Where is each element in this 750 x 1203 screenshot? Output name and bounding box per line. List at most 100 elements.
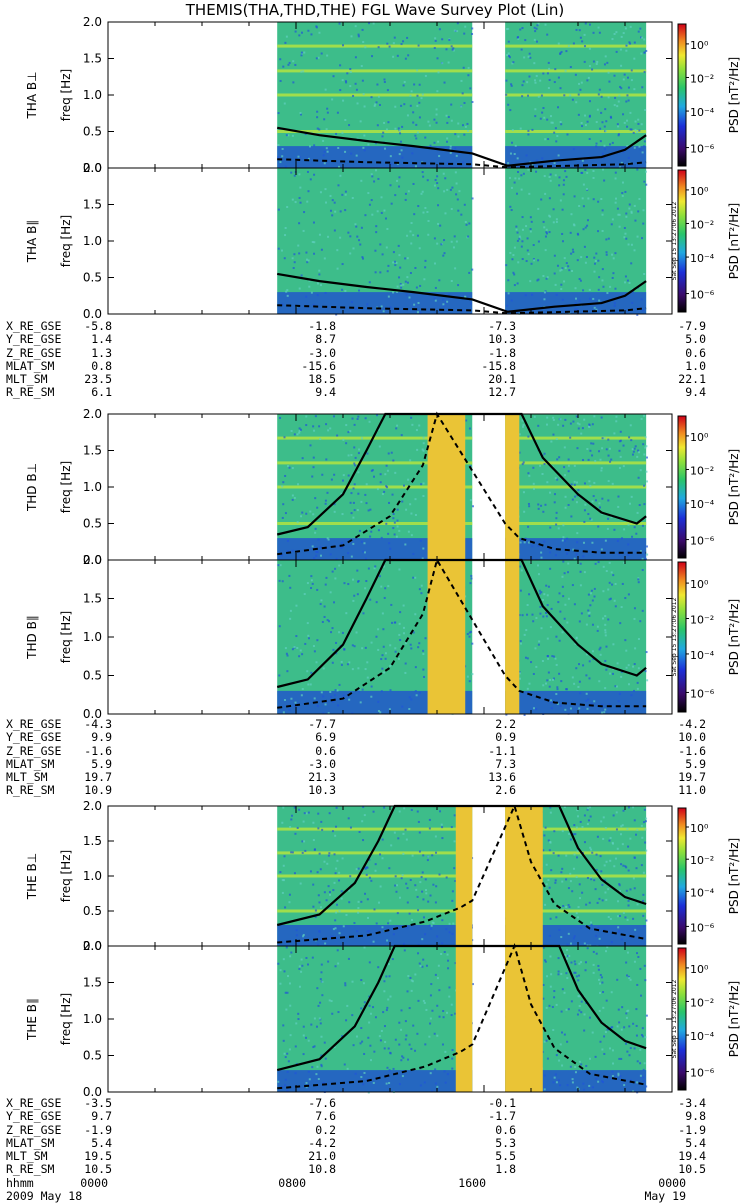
noise-speck	[615, 811, 618, 814]
noise-speck	[313, 1045, 316, 1048]
harmonic-line	[277, 44, 473, 48]
ephemeris-value: -15.6	[301, 358, 336, 373]
noise-speck	[338, 910, 341, 913]
noise-speck	[457, 209, 460, 212]
noise-speck	[298, 431, 301, 434]
noise-speck	[370, 879, 373, 882]
noise-speck	[583, 482, 586, 485]
noise-speck	[354, 25, 357, 28]
noise-speck	[327, 538, 330, 541]
noise-speck	[279, 969, 282, 972]
noise-speck	[604, 1031, 607, 1034]
noise-speck	[433, 237, 436, 240]
noise-speck	[283, 102, 286, 105]
noise-speck	[418, 850, 421, 853]
noise-speck	[601, 213, 604, 216]
noise-speck	[594, 260, 597, 263]
noise-speck	[288, 466, 291, 469]
noise-speck	[560, 123, 563, 126]
noise-speck	[357, 471, 360, 474]
noise-speck	[354, 56, 357, 59]
plot-title: THEMIS(THA,THD,THE) FGL Wave Survey Plot…	[185, 1, 565, 19]
noise-speck	[625, 237, 628, 240]
noise-speck	[368, 203, 371, 206]
noise-speck	[366, 930, 369, 933]
noise-speck	[548, 78, 551, 81]
noise-speck	[551, 655, 554, 658]
noise-speck	[372, 1081, 375, 1084]
noise-speck	[290, 171, 293, 174]
noise-speck	[422, 175, 425, 178]
noise-speck	[309, 444, 312, 447]
noise-speck	[284, 906, 287, 909]
ephemeris-value: 5.0	[685, 332, 706, 347]
noise-speck	[576, 259, 579, 262]
noise-speck	[365, 866, 368, 869]
noise-speck	[463, 203, 466, 206]
noise-speck	[372, 1006, 375, 1009]
noise-speck	[379, 711, 382, 714]
noise-speck	[340, 663, 343, 666]
noise-speck	[579, 562, 582, 565]
noise-speck	[396, 285, 399, 288]
noise-speck	[422, 916, 425, 919]
noise-speck	[610, 1026, 613, 1029]
noise-speck	[524, 656, 527, 659]
noise-speck	[295, 1022, 298, 1025]
noise-speck	[579, 897, 582, 900]
noise-speck	[529, 56, 532, 59]
colorbar-tick-label: 10⁻²	[690, 854, 714, 867]
noise-speck	[571, 1081, 574, 1084]
noise-speck	[347, 231, 350, 234]
noise-speck	[297, 1018, 300, 1021]
noise-speck	[286, 1089, 289, 1092]
noise-speck	[585, 1064, 588, 1067]
noise-speck	[613, 304, 616, 307]
noise-speck	[416, 895, 419, 898]
noise-speck	[555, 511, 558, 514]
noise-speck	[592, 176, 595, 179]
ephemeris-row: MLAT_SM 0.8 -15.6 -15.8 1.0	[6, 358, 706, 373]
noise-speck	[509, 109, 512, 112]
noise-speck	[626, 918, 629, 921]
ephemeris-row: Y_RE_GSE 1.4 8.7 10.3 5.0	[6, 332, 706, 347]
noise-speck	[569, 94, 572, 97]
noise-speck	[593, 256, 596, 259]
noise-speck	[632, 665, 635, 668]
noise-speck	[611, 583, 614, 586]
noise-speck	[563, 1033, 566, 1036]
ephemeris-row: Y_RE_GSE 9.9 6.9 0.9 10.0	[6, 730, 706, 744]
noise-speck	[307, 190, 310, 193]
noise-speck	[425, 1008, 428, 1011]
noise-speck	[394, 194, 397, 197]
noise-speck	[532, 620, 535, 623]
noise-speck	[310, 671, 313, 674]
noise-speck	[540, 504, 543, 507]
noise-speck	[594, 562, 597, 565]
noise-speck	[525, 629, 528, 632]
noise-speck	[298, 427, 301, 430]
noise-speck	[555, 220, 558, 223]
noise-speck	[543, 462, 546, 465]
noise-speck	[527, 55, 530, 58]
noise-speck	[608, 839, 611, 842]
noise-speck	[361, 256, 364, 259]
noise-speck	[361, 79, 364, 82]
noise-speck	[530, 220, 533, 223]
noise-speck	[555, 293, 558, 296]
noise-speck	[374, 863, 377, 866]
noise-speck	[319, 603, 322, 606]
noise-speck	[641, 609, 644, 612]
noise-speck	[380, 690, 383, 693]
noise-speck	[516, 231, 519, 234]
noise-speck	[430, 924, 433, 927]
noise-speck	[453, 840, 456, 843]
noise-speck	[318, 930, 321, 933]
noise-speck	[435, 113, 438, 116]
noise-speck	[568, 833, 571, 836]
noise-speck	[404, 57, 407, 60]
y-tick-label: 2.0	[83, 939, 102, 953]
noise-speck	[567, 932, 570, 935]
noise-speck	[336, 689, 339, 692]
